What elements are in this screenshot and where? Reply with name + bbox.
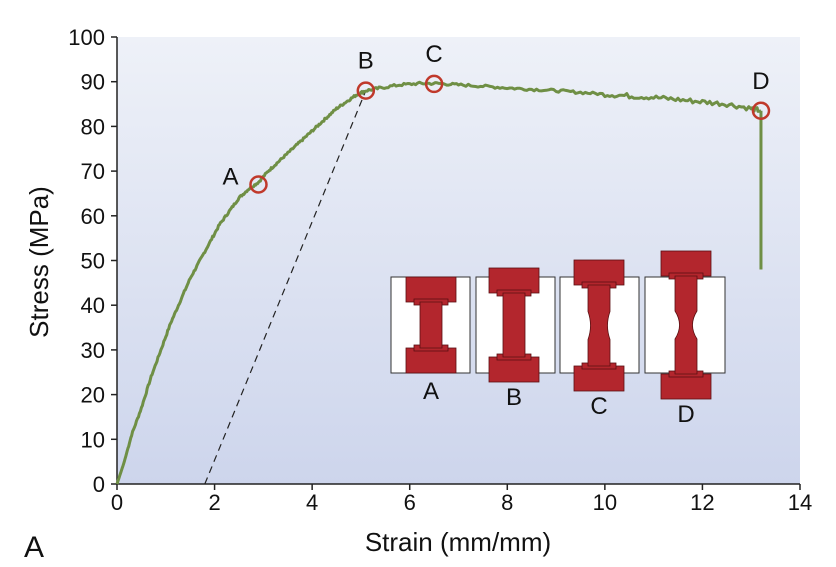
x-tick-label: 4 <box>306 490 318 515</box>
specimen-diagrams: A B C D <box>390 250 726 428</box>
specimen-gauge <box>587 284 611 367</box>
y-tick-label: 60 <box>81 204 105 229</box>
specimen-label: D <box>677 401 694 428</box>
axis-ticks: 0 2 4 6 8 10 12 14 0 10 20 30 40 50 60 70 80 90 100 <box>68 25 812 515</box>
curve-points: A B C D <box>222 41 771 194</box>
specimen-gauge <box>502 292 526 358</box>
y-tick-label: 80 <box>81 114 105 139</box>
point-marker-a <box>249 175 268 194</box>
specimen-grip <box>660 373 712 400</box>
specimen-gauge <box>674 275 698 375</box>
y-tick-label: 30 <box>81 338 105 363</box>
specimen-grip <box>488 356 540 383</box>
x-axis-title: Strain (mm/mm) <box>365 527 551 557</box>
specimen-grip <box>405 347 457 374</box>
specimen-grip <box>488 267 540 294</box>
y-tick-label: 10 <box>81 427 105 452</box>
panel-label: A <box>24 531 44 564</box>
x-tick-label: 14 <box>788 490 812 515</box>
specimen-grip <box>573 259 625 286</box>
y-tick-label: 20 <box>81 383 105 408</box>
axis-spines <box>116 37 800 485</box>
specimen-gauge <box>419 301 443 349</box>
point-marker-c <box>424 74 444 94</box>
x-tick-label: 12 <box>690 490 714 515</box>
y-axis-title: Stress (MPa) <box>24 186 54 338</box>
offset-dashed-line <box>204 90 367 485</box>
y-tick-label: 90 <box>81 70 105 95</box>
point-label-c: C <box>425 41 442 68</box>
specimen-label: C <box>590 393 607 420</box>
point-marker-b <box>356 81 376 100</box>
x-tick-label: 8 <box>501 490 513 515</box>
specimen-d: D <box>644 250 726 428</box>
specimen-c: C <box>559 259 640 420</box>
y-tick-label: 70 <box>81 159 105 184</box>
specimen-grip <box>405 276 457 303</box>
specimen-grip <box>660 250 712 277</box>
x-tick-label: 0 <box>111 490 123 515</box>
specimen-a: A <box>390 276 471 405</box>
stress-strain-curve <box>115 80 762 485</box>
x-tick-label: 6 <box>404 490 416 515</box>
x-tick-label: 2 <box>208 490 220 515</box>
point-label-b: B <box>358 48 374 75</box>
point-marker-d <box>751 101 771 121</box>
point-label-a: A <box>222 164 238 191</box>
specimen-grip <box>573 365 625 392</box>
y-tick-label: 100 <box>68 25 105 50</box>
specimen-label: B <box>506 384 522 411</box>
y-tick-label: 0 <box>93 472 105 497</box>
specimen-label: A <box>423 378 439 405</box>
x-tick-label: 10 <box>593 490 617 515</box>
y-tick-label: 40 <box>81 293 105 318</box>
specimen-b: B <box>475 267 556 411</box>
y-tick-label: 50 <box>81 249 105 274</box>
point-label-d: D <box>752 68 769 95</box>
